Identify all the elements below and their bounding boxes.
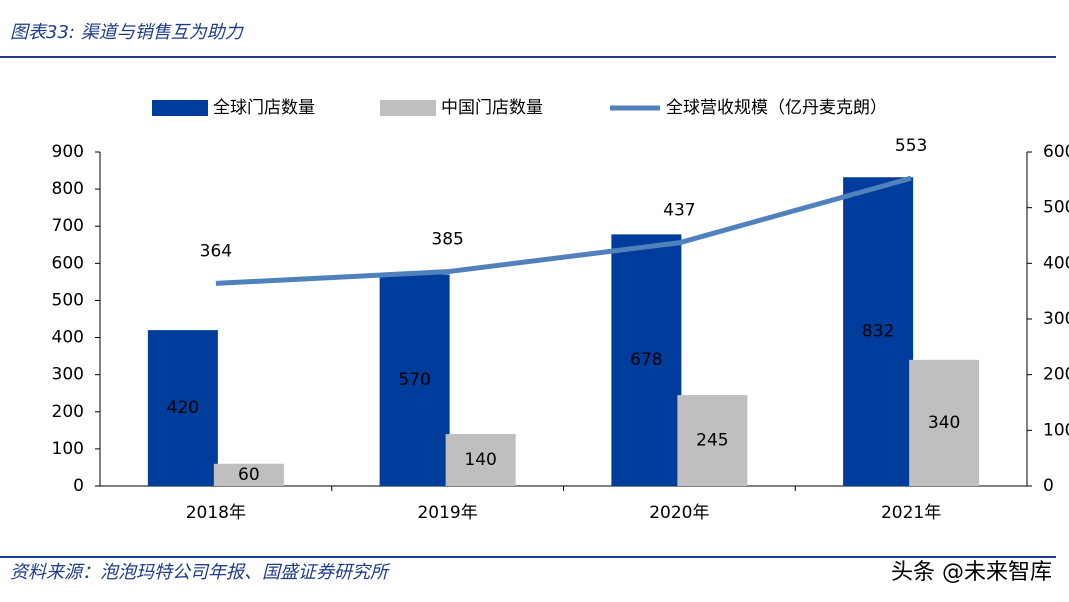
chart-title: 图表33: 渠道与销售互为助力 (10, 22, 245, 43)
y2-tick-label: 100 (1043, 420, 1069, 440)
y-tick-label: 100 (52, 439, 84, 459)
y2-tick-label: 600 (1043, 142, 1069, 162)
y2-tick-label: 500 (1043, 198, 1069, 218)
value-label: 140 (464, 450, 496, 470)
value-label: 420 (167, 398, 199, 418)
legend-swatch (380, 100, 436, 116)
y2-tick-label: 300 (1043, 309, 1069, 329)
bar (677, 395, 748, 486)
bar (909, 359, 980, 486)
bar (843, 177, 914, 487)
value-label: 553 (895, 136, 927, 156)
value-label: 437 (663, 201, 695, 221)
value-label: 340 (928, 413, 960, 433)
bar (445, 434, 516, 486)
value-label: 245 (696, 431, 728, 451)
bar (379, 274, 450, 486)
value-label: 832 (862, 322, 894, 342)
line (215, 175, 912, 286)
value-label: 364 (200, 241, 232, 261)
y-tick-label: 900 (52, 142, 84, 162)
x-tick-label: 2021年 (881, 503, 941, 523)
value-label: 678 (630, 350, 662, 370)
value-label: 60 (238, 465, 260, 485)
legend-label: 中国门店数量 (441, 98, 543, 118)
value-label: 385 (431, 230, 463, 250)
y-tick-label: 600 (52, 253, 84, 273)
bar (611, 234, 682, 486)
legend-label: 全球营收规模（亿丹麦克朗） (666, 98, 887, 118)
x-tick-label: 2019年 (417, 503, 477, 523)
bar (213, 463, 284, 486)
watermark: 头条 @未来智库 (891, 560, 1052, 585)
y2-tick-label: 400 (1043, 253, 1069, 273)
x-tick-label: 2020年 (649, 503, 709, 523)
source-note: 资料来源：泡泡玛特公司年报、国盛证券研究所 (10, 562, 391, 583)
y-tick-label: 0 (73, 476, 84, 496)
y-tick-label: 400 (52, 328, 84, 348)
y2-tick-label: 0 (1043, 476, 1054, 496)
y-tick-label: 800 (52, 179, 84, 199)
y2-tick-label: 200 (1043, 365, 1069, 385)
y-tick-label: 300 (52, 365, 84, 385)
y-tick-label: 500 (52, 290, 84, 310)
x-tick-label: 2018年 (186, 503, 246, 523)
value-label: 570 (398, 370, 430, 390)
legend-swatch (152, 100, 208, 116)
legend-label: 全球门店数量 (213, 98, 315, 118)
y-tick-label: 200 (52, 402, 84, 422)
y-tick-label: 700 (52, 216, 84, 236)
bar (147, 330, 218, 486)
